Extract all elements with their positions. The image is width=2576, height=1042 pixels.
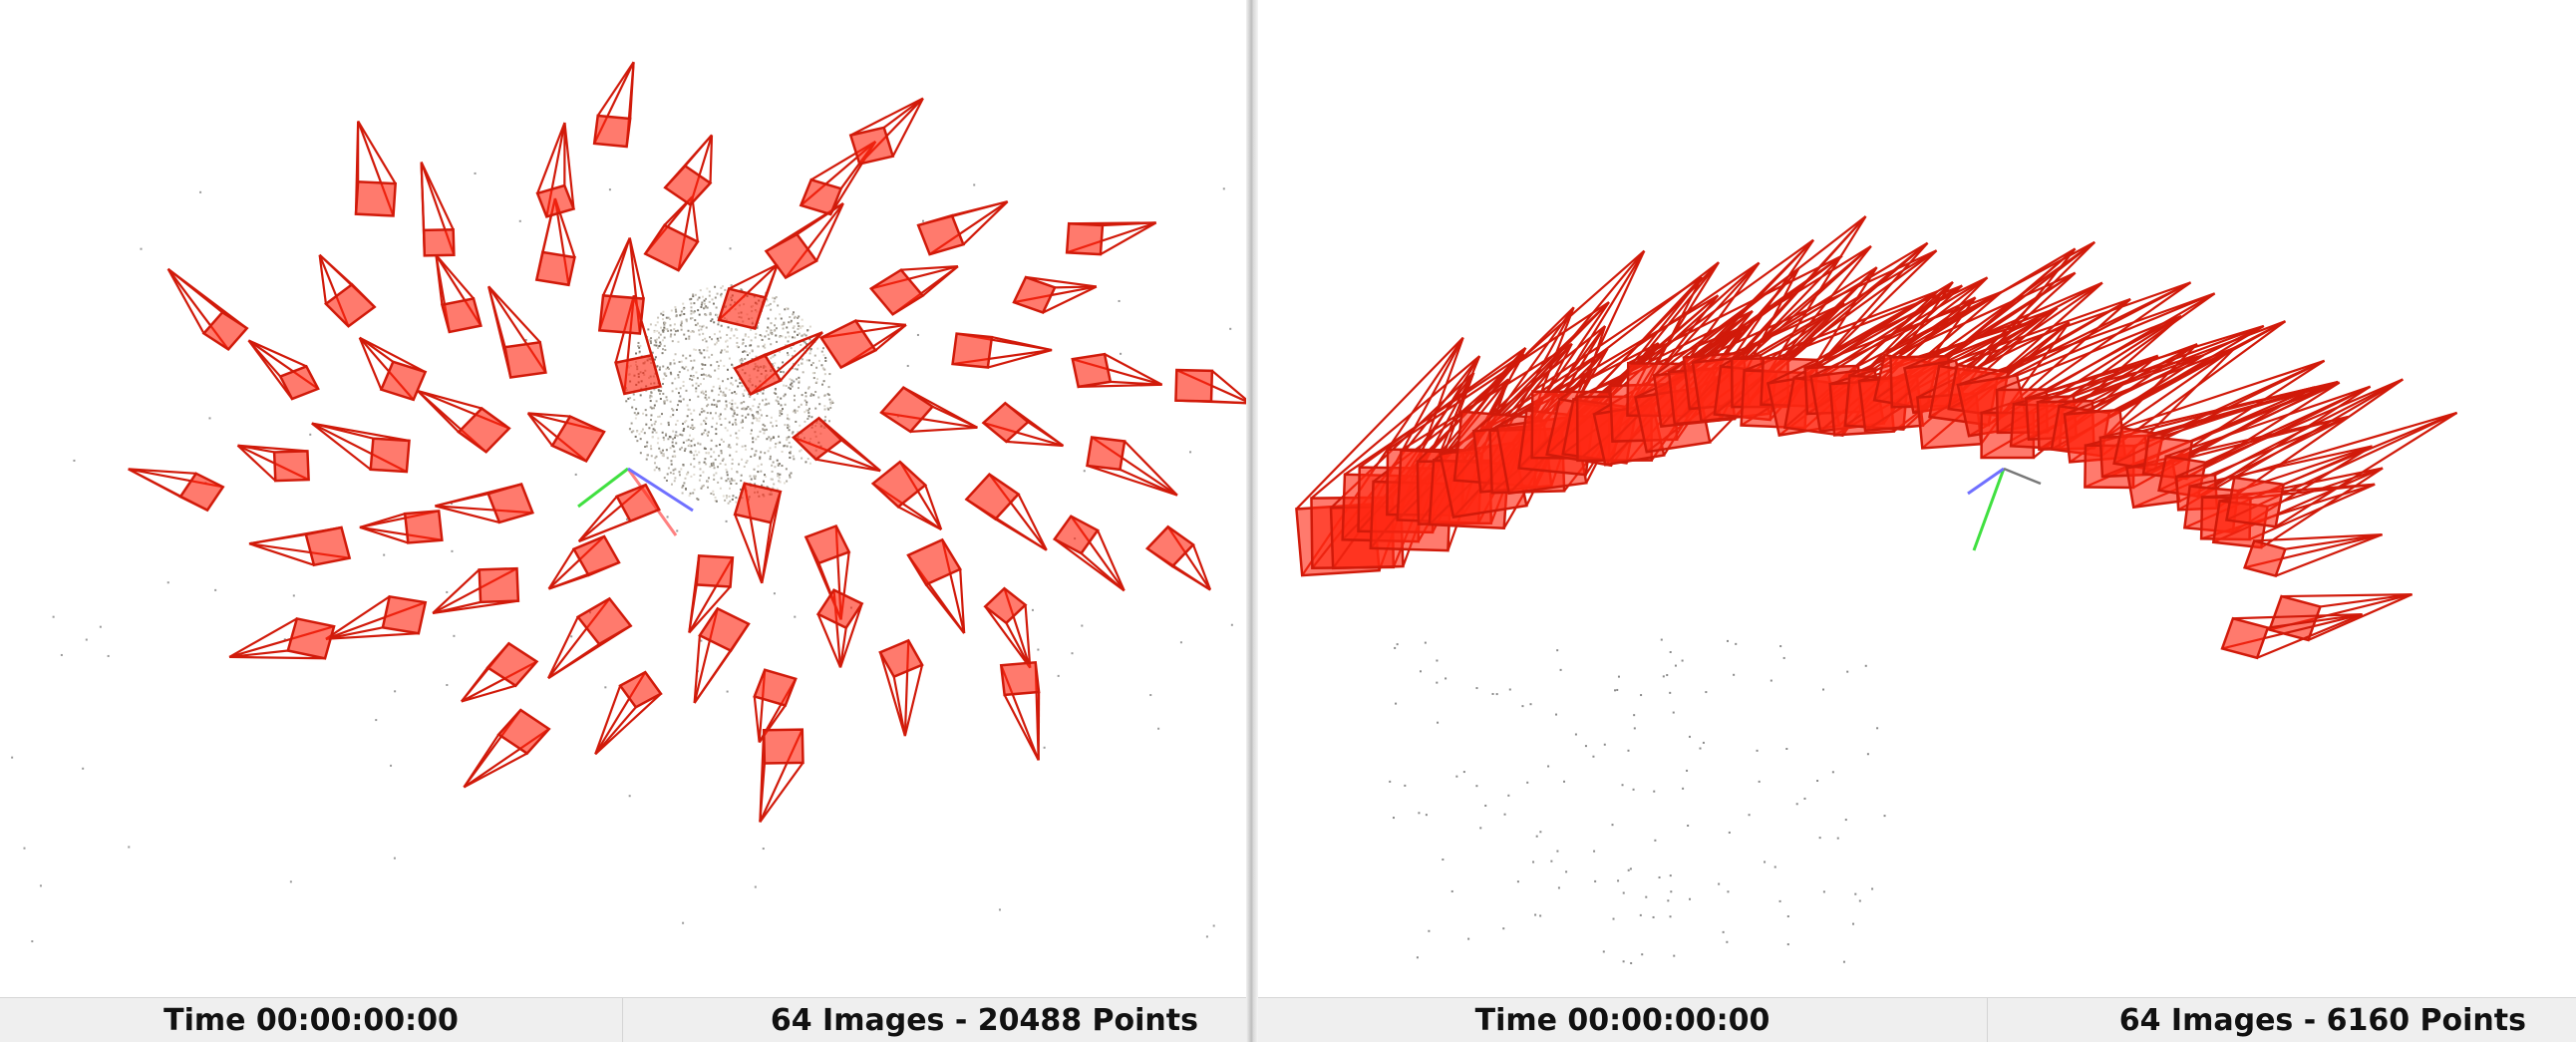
camera-frustum	[228, 616, 336, 660]
camera-frustum	[432, 566, 520, 615]
camera-frustum	[526, 412, 606, 463]
camera-frustum	[166, 267, 249, 352]
camera-frustum	[417, 389, 511, 454]
camera-frustum	[870, 460, 943, 531]
camera-frustum	[247, 339, 320, 401]
left-time-readout: Time 00:00:00:00	[0, 998, 623, 1042]
camera-frustum	[815, 588, 864, 668]
camera-frustum	[420, 162, 456, 257]
right-status-bar: Time 00:00:00:00 64 Images - 6160 Points	[1258, 997, 2576, 1042]
camera-frustum	[999, 660, 1041, 761]
camera-frustum	[2220, 613, 2364, 660]
right-3d-viewer[interactable]: Time 00:00:00:00 64 Images - 6160 Points	[1258, 0, 2576, 1042]
camera-frustum	[311, 422, 411, 474]
camera-frustum	[547, 596, 633, 680]
camera-frustum	[1174, 368, 1246, 405]
camera-frustum	[1052, 515, 1126, 592]
camera-frustum	[906, 537, 966, 634]
camera-frustum	[354, 120, 398, 217]
camera-frustum	[248, 525, 352, 567]
camera-frustum	[643, 195, 700, 272]
viewer-splitter[interactable]	[1246, 0, 1258, 1042]
camera-frustum	[1071, 352, 1163, 389]
camera-frustum	[663, 134, 714, 207]
camera-frustum	[128, 468, 225, 513]
camera-frustum	[753, 668, 798, 744]
camera-frustum	[717, 263, 779, 330]
camera-frustum	[435, 482, 534, 524]
sparse-points	[1389, 638, 1886, 964]
camera-frustum	[916, 200, 1009, 256]
camera-frustum	[733, 482, 783, 584]
camera-frustum	[359, 510, 444, 544]
camera-frustum	[818, 319, 907, 370]
camera-frustum	[1086, 436, 1178, 497]
camera-frustum	[435, 254, 483, 334]
camera-frustum	[964, 473, 1048, 551]
camera-frustum	[358, 336, 428, 402]
camera-frustum	[1012, 275, 1098, 315]
camera-frustum	[733, 331, 823, 396]
camera-frustum	[463, 708, 551, 789]
left-image-point-count: 64 Images - 20488 Points	[770, 1002, 1198, 1038]
camera-frustum	[487, 285, 547, 379]
camera-frustum	[951, 332, 1053, 369]
camera-frustum	[325, 594, 428, 640]
camera-frustum	[547, 534, 621, 590]
right-time-readout: Time 00:00:00:00	[1258, 998, 1988, 1042]
left-status-bar: Time 00:00:00:00 64 Images - 20488 Point…	[0, 997, 1246, 1042]
camera-frustum	[592, 61, 635, 149]
camera-frustum	[318, 253, 377, 328]
camera-frustum	[597, 237, 645, 335]
camera-frustum	[1144, 524, 1212, 591]
camera-frustum	[594, 670, 663, 756]
right-image-point-count: 64 Images - 6160 Points	[2118, 1002, 2526, 1038]
left-3d-canvas[interactable]	[0, 0, 1246, 997]
camera-frustum	[764, 202, 844, 280]
camera-frustum	[879, 385, 978, 434]
camera-frustum	[792, 416, 881, 473]
camera-frustum	[535, 122, 576, 218]
camera-frustum	[688, 554, 735, 634]
camera-frustum	[759, 728, 805, 824]
camera-frustum	[577, 483, 661, 542]
camera-frustum	[878, 638, 924, 737]
camera-frustum	[236, 444, 310, 483]
world-axes	[1967, 467, 2042, 551]
camera-frustum	[981, 401, 1065, 448]
left-3d-viewer[interactable]: Time 00:00:00:00 64 Images - 20488 Point…	[0, 0, 1246, 1042]
camera-frustum	[983, 586, 1032, 669]
camera-frustum	[1065, 221, 1157, 256]
camera-frustum	[693, 606, 751, 704]
right-3d-canvas[interactable]	[1258, 0, 2576, 997]
camera-frustum	[2224, 411, 2458, 528]
camera-frustum	[848, 97, 924, 166]
camera-frustum	[868, 265, 959, 316]
camera-frustum	[2267, 593, 2414, 642]
camera-frustum	[2242, 533, 2384, 578]
camera-frustum	[461, 641, 539, 703]
